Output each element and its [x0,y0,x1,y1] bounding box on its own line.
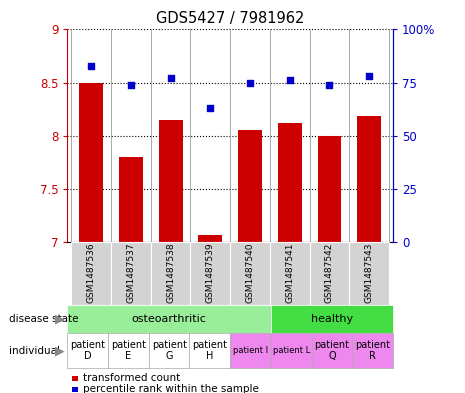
Bar [318,136,341,242]
Point [127,81,135,88]
Text: patient
D: patient D [70,340,105,361]
Bar [111,242,151,305]
Text: patient
Q: patient Q [314,340,349,361]
Text: transformed count: transformed count [83,373,180,383]
Point [167,75,174,81]
Point [246,79,254,86]
Text: ▶: ▶ [55,312,64,325]
Bar [238,130,262,242]
Text: GSM1487537: GSM1487537 [126,243,135,303]
Bar [151,242,191,305]
Bar [230,242,270,305]
Text: GSM1487539: GSM1487539 [206,243,215,303]
Text: GSM1487541: GSM1487541 [285,243,294,303]
Bar [72,242,111,305]
Title: GDS5427 / 7981962: GDS5427 / 7981962 [156,11,305,26]
Text: GSM1487536: GSM1487536 [87,243,96,303]
Bar [271,305,393,333]
Bar [199,235,222,242]
Text: GSM1487538: GSM1487538 [166,243,175,303]
Point [87,62,95,69]
Bar [80,83,103,242]
Text: individual: individual [9,346,60,356]
Text: percentile rank within the sample: percentile rank within the sample [83,384,259,393]
Bar [159,119,183,242]
Bar [352,333,393,368]
Bar [278,123,302,242]
Bar [270,242,310,305]
Text: osteoarthritic: osteoarthritic [132,314,206,324]
Bar [357,116,381,242]
Point [286,77,293,84]
Text: GSM1487543: GSM1487543 [365,243,373,303]
Text: GSM1487542: GSM1487542 [325,243,334,303]
Bar [108,333,149,368]
Text: healthy: healthy [311,314,353,324]
Text: patient
H: patient H [193,340,227,361]
Point [326,81,333,88]
Text: patient
R: patient R [355,340,390,361]
Bar [271,333,312,368]
Text: patient
E: patient E [111,340,146,361]
Bar [230,333,271,368]
Text: ▶: ▶ [55,344,64,357]
Bar [349,242,389,305]
Bar [67,333,108,368]
Bar [191,242,230,305]
Text: GSM1487540: GSM1487540 [246,243,254,303]
Bar [119,157,143,242]
Text: patient L: patient L [272,346,310,355]
Bar [67,305,271,333]
Text: patient I: patient I [233,346,268,355]
Bar [310,242,349,305]
Bar [312,333,352,368]
Bar [149,333,189,368]
Point [365,73,373,79]
Text: patient
G: patient G [152,340,186,361]
Text: disease state: disease state [9,314,79,324]
Bar [189,333,230,368]
Point [206,105,214,111]
